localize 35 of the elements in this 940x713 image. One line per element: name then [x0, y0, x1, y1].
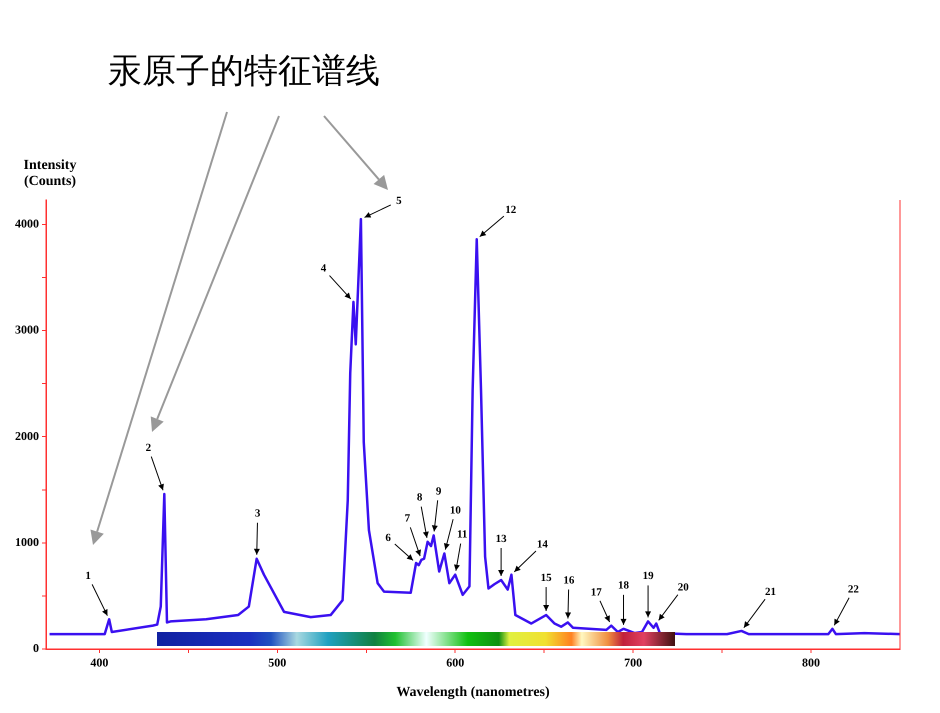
x-tick-label: 600	[446, 655, 464, 670]
y-tick-label: 1000	[15, 534, 39, 549]
annotation: 19	[642, 570, 654, 582]
x-tick-label: 400	[90, 655, 108, 670]
annotation: 10	[450, 504, 462, 516]
annotation: 13	[496, 532, 508, 545]
annotation: 1	[85, 570, 91, 582]
annotation: 18	[618, 580, 630, 592]
annotation: 11	[457, 528, 468, 541]
annotation: 14	[536, 538, 548, 551]
annotation: 20	[678, 581, 690, 594]
annotation: 8	[416, 492, 423, 504]
y-tick-label: 2000	[15, 428, 39, 443]
annotation: 7	[404, 512, 411, 525]
annotation: 2	[146, 442, 152, 454]
y-tick-label: 0	[33, 641, 39, 656]
annotation: 3	[254, 508, 261, 520]
annotation: 22	[848, 584, 860, 596]
y-axis-title: Intensity (Counts)	[22, 158, 78, 190]
x-tick-label: 500	[268, 655, 286, 670]
annotation: 17	[590, 586, 602, 598]
annotation: 6	[385, 532, 392, 544]
annotation: 16	[563, 574, 575, 586]
x-tick-label: 800	[802, 655, 820, 670]
x-axis-title: Wavelength (nanometres)	[396, 685, 550, 700]
annotation: 9	[436, 485, 442, 498]
x-tick-label: 700	[624, 655, 642, 670]
y-tick-label: 4000	[15, 216, 39, 231]
chart-title: 汞原子的特征谱线	[108, 50, 380, 93]
annotation: 21	[764, 586, 776, 598]
annotation: 5	[396, 194, 402, 207]
annotation: 15	[540, 572, 552, 584]
y-tick-label: 3000	[15, 322, 39, 337]
annotation: 4	[320, 262, 327, 275]
annotation: 12	[505, 204, 517, 216]
